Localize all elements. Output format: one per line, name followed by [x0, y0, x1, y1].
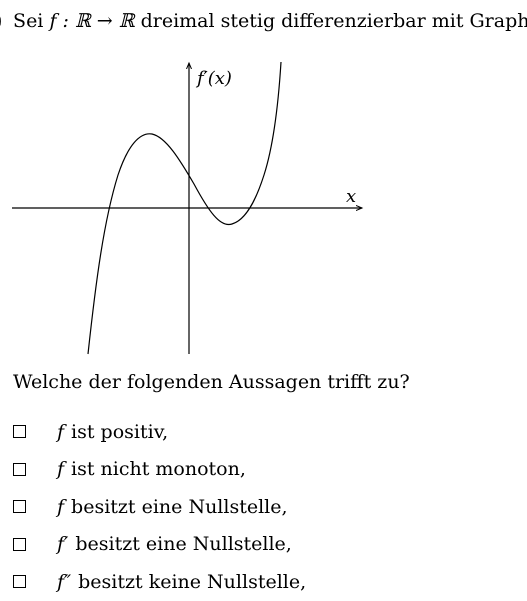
derivative-curve: [87, 61, 282, 355]
prompt-text: Welche der folgenden Aussagen trifft zu?: [13, 371, 410, 393]
question-suffix: dreimal stetig differenzierbar mit Graph…: [140, 10, 527, 32]
options-list: f ist positiv, f ist nicht monoton, f be…: [13, 413, 306, 601]
option-4-symbol: f′: [57, 533, 69, 556]
option-5-text: besitzt keine Nullstelle,: [78, 570, 307, 593]
option-2: f ist nicht monoton,: [13, 451, 306, 489]
option-1: f ist positiv,: [13, 413, 306, 451]
option-3: f besitzt eine Nullstelle,: [13, 488, 306, 526]
option-2-text: ist nicht monoton,: [71, 458, 246, 481]
option-5-symbol: f″: [57, 570, 72, 593]
option-4-checkbox[interactable]: [13, 537, 26, 551]
question-marker: ): [0, 8, 7, 34]
question-prefix: Sei: [13, 10, 44, 32]
y-axis-label: f′(x): [195, 68, 232, 89]
option-1-symbol: f: [57, 420, 65, 443]
option-2-symbol: f: [57, 458, 65, 481]
option-3-symbol: f: [57, 495, 65, 518]
option-1-text: ist positiv,: [71, 420, 169, 443]
option-4-text: besitzt eine Nullstelle,: [75, 533, 292, 556]
option-1-checkbox[interactable]: [13, 425, 26, 439]
option-5-checkbox[interactable]: [13, 575, 26, 589]
option-3-checkbox[interactable]: [13, 500, 26, 514]
option-2-checkbox[interactable]: [13, 462, 26, 476]
function-signature: f : ℝ → ℝ: [49, 10, 135, 32]
question-statement: ) Sei f : ℝ → ℝ dreimal stetig differenz…: [0, 8, 527, 34]
option-4: f′ besitzt eine Nullstelle,: [13, 526, 306, 564]
x-axis-label: x: [346, 186, 356, 207]
option-3-text: besitzt eine Nullstelle,: [71, 495, 288, 518]
derivative-graph: f′(x) x: [12, 50, 380, 355]
option-5: f″ besitzt keine Nullstelle,: [13, 563, 306, 601]
